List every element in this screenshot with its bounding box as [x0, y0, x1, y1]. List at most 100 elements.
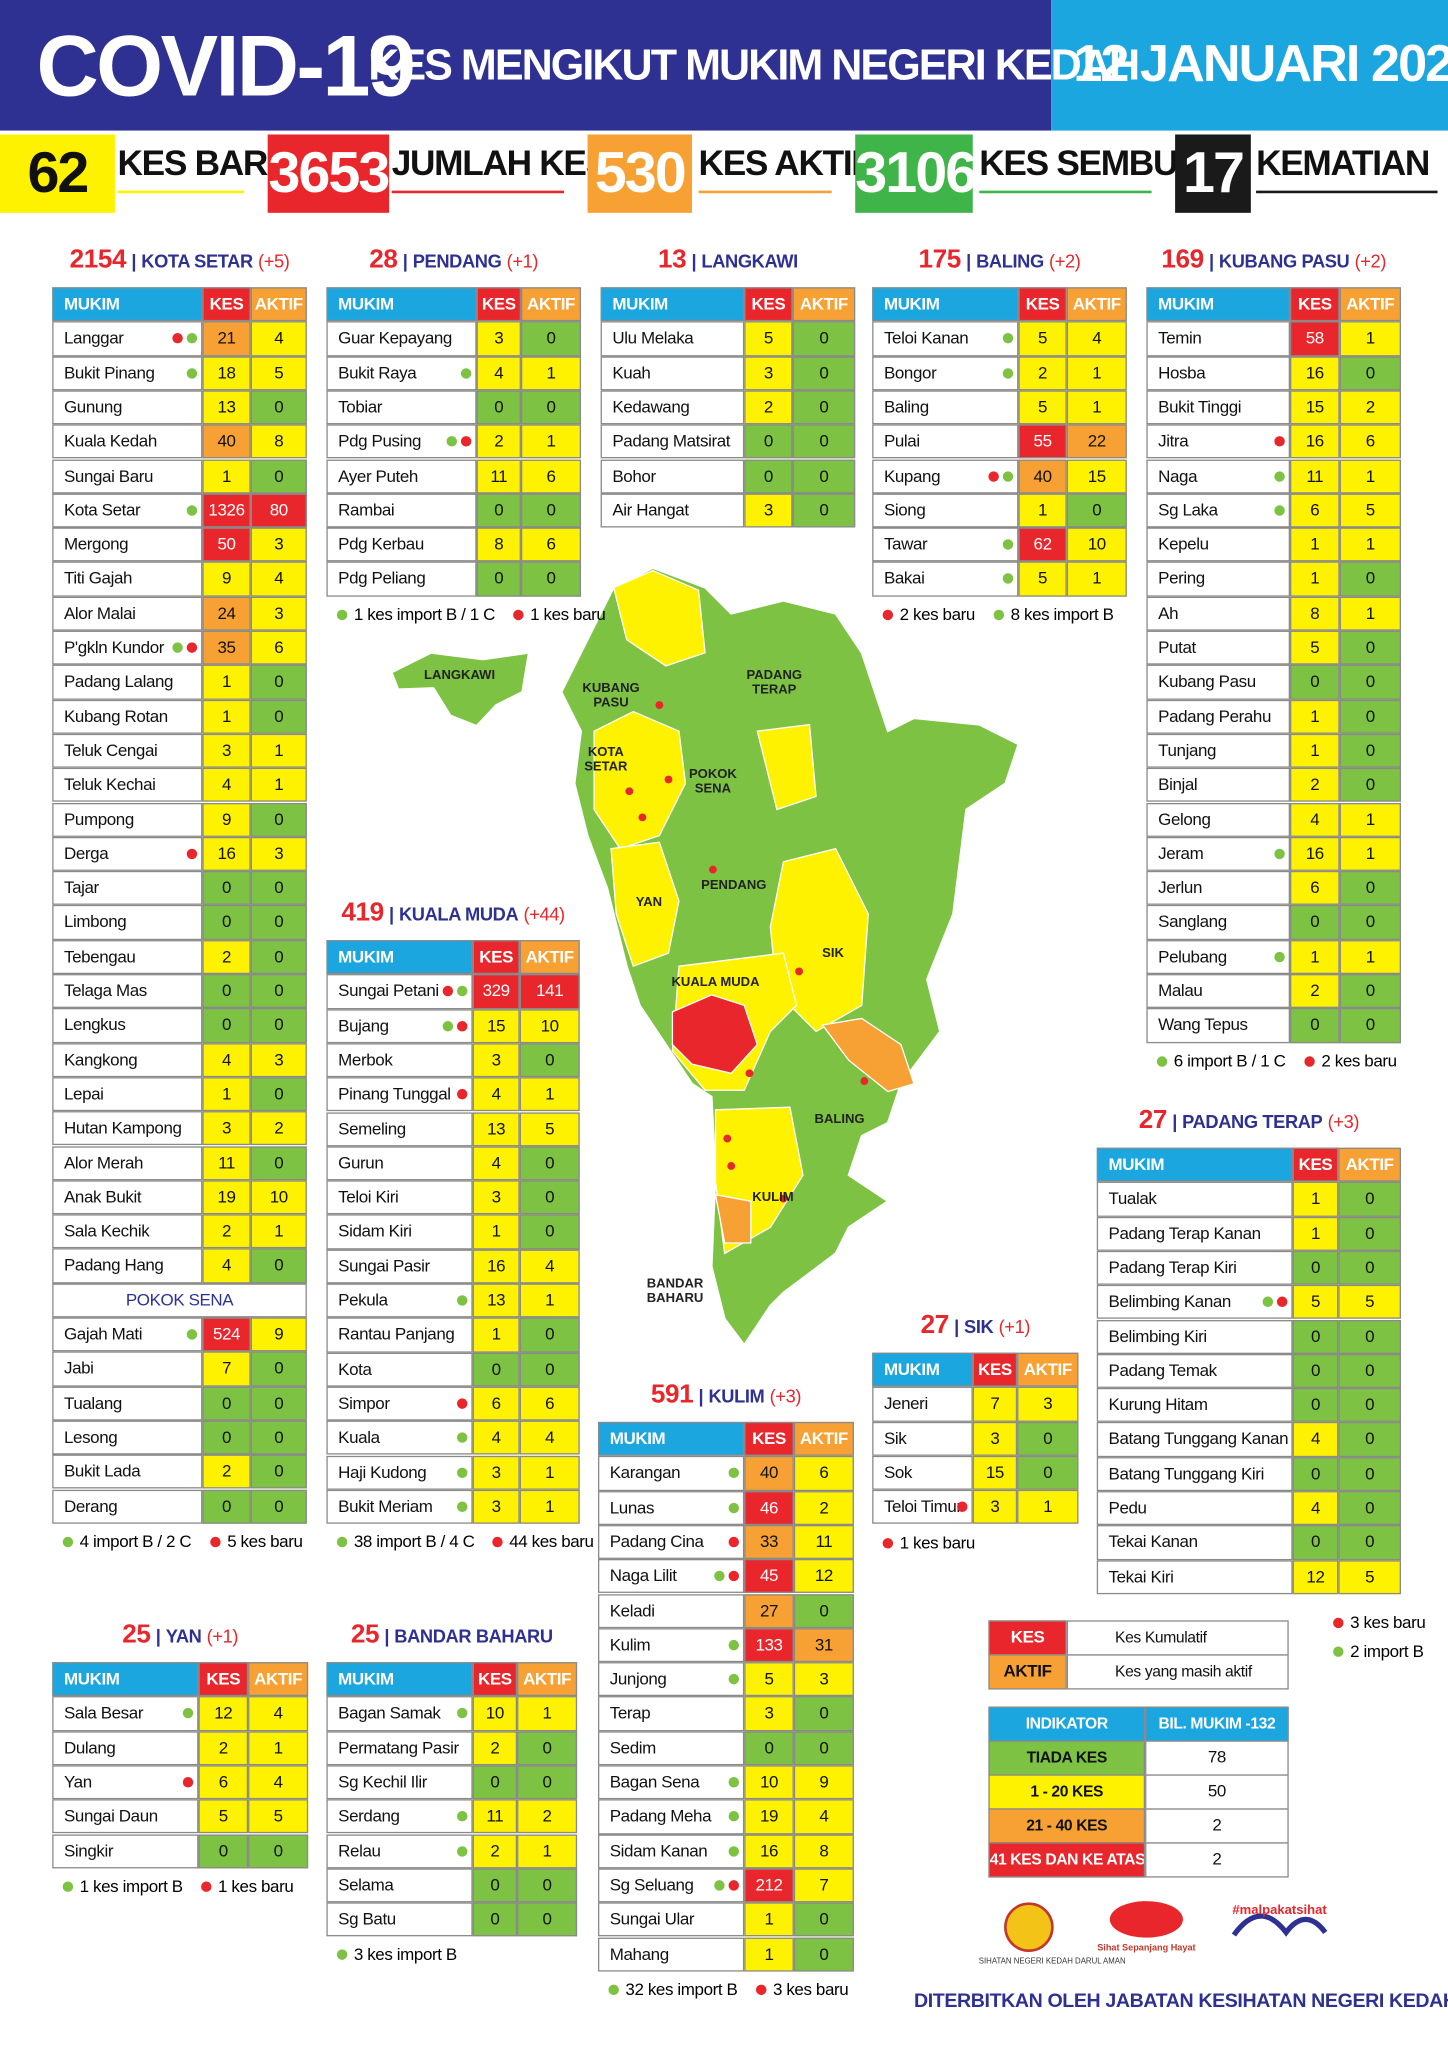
aktif-cell: 9: [793, 1765, 854, 1800]
kes-cell: 19: [202, 1180, 251, 1215]
mukim-name: Jeneri: [872, 1387, 973, 1422]
note: 3 kes import B: [336, 1945, 457, 1964]
mukim-name: Pumpong: [52, 802, 203, 837]
indicator-label: 1 - 20 KES: [988, 1774, 1146, 1810]
aktif-cell: 0: [250, 871, 307, 906]
aktif-cell: 1: [519, 1283, 580, 1318]
aktif-cell: 1: [248, 1730, 309, 1766]
langkawi-island: [390, 651, 530, 728]
district-name: BALING: [976, 250, 1044, 272]
mukim-name: Selama: [326, 1868, 473, 1903]
kes-cell: 0: [476, 390, 521, 425]
kes-cell: 3: [744, 1696, 794, 1731]
status-dot: [1274, 436, 1285, 447]
mukim-name: Bongor: [872, 355, 1019, 391]
status-dot: [456, 1708, 468, 1719]
aktif-cell: 0: [1339, 733, 1401, 768]
mukim-name: Kota: [326, 1352, 473, 1387]
note-text: 1 kes import B: [79, 1875, 183, 1896]
kes-cell: 0: [744, 424, 793, 459]
aktif-cell: 1: [1339, 458, 1401, 494]
divider: |: [691, 250, 697, 272]
stat-box: 3106: [855, 134, 977, 213]
kes-cell: 7: [202, 1351, 251, 1387]
kes-cell: 13: [202, 390, 251, 425]
kes-cell: 0: [476, 493, 521, 528]
aktif-cell: 0: [792, 458, 856, 494]
logos: JABATAN KESIHATAN NEGERI KEDAH DARUL AMA…: [979, 1901, 1328, 1966]
status-dot: [186, 1329, 198, 1340]
aktif-cell: 1: [1339, 596, 1401, 631]
aktif-cell: 1: [1066, 355, 1127, 391]
aktif-cell: 0: [520, 493, 582, 528]
status-dot: [186, 333, 198, 344]
mukim-name: Guar Kepayang: [326, 321, 477, 356]
aktif-cell: 1: [519, 1077, 580, 1112]
column-header: KES: [1292, 1147, 1339, 1183]
kes-cell: 2: [472, 1730, 518, 1766]
column-header: AKTIF: [250, 287, 307, 322]
kes-cell: 1: [1290, 699, 1340, 734]
kes-cell: 0: [202, 1420, 251, 1455]
kes-cell: 0: [1292, 1319, 1339, 1354]
kes-cell: 3: [972, 1490, 1018, 1525]
kes-cell: 5: [198, 1799, 249, 1834]
mukim-name: Merbok: [326, 1043, 473, 1078]
mukim-name: Ah: [1146, 596, 1291, 631]
kes-cell: 6: [1290, 493, 1340, 528]
kes-cell: 0: [1292, 1250, 1339, 1286]
district-total: 169: [1161, 245, 1204, 275]
kes-cell: 40: [1018, 458, 1067, 494]
aktif-cell: 0: [1338, 1525, 1401, 1560]
legend-key: KES: [988, 1620, 1067, 1656]
mukim-name: Anak Bukit: [52, 1180, 203, 1215]
note-text: 2 kes baru: [899, 604, 976, 624]
column-header: AKTIF: [517, 1662, 578, 1697]
note: 1 kes baru: [513, 604, 606, 624]
status-dot: [728, 1777, 740, 1788]
kes-cell: 15: [472, 1008, 520, 1044]
aktif-cell: 1: [1339, 802, 1401, 837]
status-dot: [456, 1089, 468, 1100]
mukim-name: Kubang Pasu: [1146, 664, 1291, 700]
map-label: YAN: [635, 895, 663, 911]
mukim-name: Sidam Kiri: [326, 1214, 473, 1250]
kes-cell: 5: [744, 1662, 794, 1697]
kes-cell: 11: [476, 458, 521, 494]
status-dot: [1274, 951, 1285, 962]
aktif-cell: 0: [250, 1248, 307, 1284]
kes-cell: 58: [1290, 321, 1340, 356]
district-change: (+2): [1049, 250, 1081, 272]
aktif-cell: 0: [1338, 1388, 1401, 1423]
map-label: PENDANG: [701, 878, 767, 894]
kes-cell: 16: [1290, 836, 1340, 872]
mukim-name: Pdg Kerbau: [326, 527, 477, 562]
date-bar: [1051, 0, 1448, 131]
kes-cell: 0: [202, 1386, 251, 1421]
note-dot: [608, 1984, 619, 1995]
mukim-name: Ulu Melaka: [600, 321, 745, 356]
aktif-cell: 0: [250, 939, 307, 975]
note: 44 kes baru: [492, 1532, 594, 1551]
note: 2 kes baru: [882, 604, 976, 624]
mukim-name: Siong: [872, 493, 1019, 528]
kes-cell: 11: [202, 1145, 251, 1181]
kes-cell: 0: [472, 1902, 518, 1937]
aktif-cell: 1: [1066, 390, 1127, 425]
aktif-cell: 1: [519, 1455, 580, 1490]
mukim-name: Sanglang: [1146, 905, 1291, 940]
case-dots: [625, 701, 869, 1203]
status-dot: [1274, 470, 1285, 482]
status-dot: [728, 1880, 740, 1891]
aktif-cell: 0: [793, 1902, 854, 1937]
aktif-cell: 141: [519, 974, 580, 1009]
note-dot: [882, 609, 894, 620]
mukim-name: Terap: [598, 1696, 745, 1731]
mukim-name: Tualang: [52, 1386, 203, 1421]
aktif-cell: 0: [1339, 905, 1401, 940]
column-header: MUKIM: [52, 287, 203, 322]
status-dot: [1276, 1296, 1288, 1308]
aktif-cell: 1: [250, 1214, 307, 1249]
aktif-cell: 2: [250, 1111, 307, 1146]
aktif-cell: 0: [250, 1008, 307, 1043]
